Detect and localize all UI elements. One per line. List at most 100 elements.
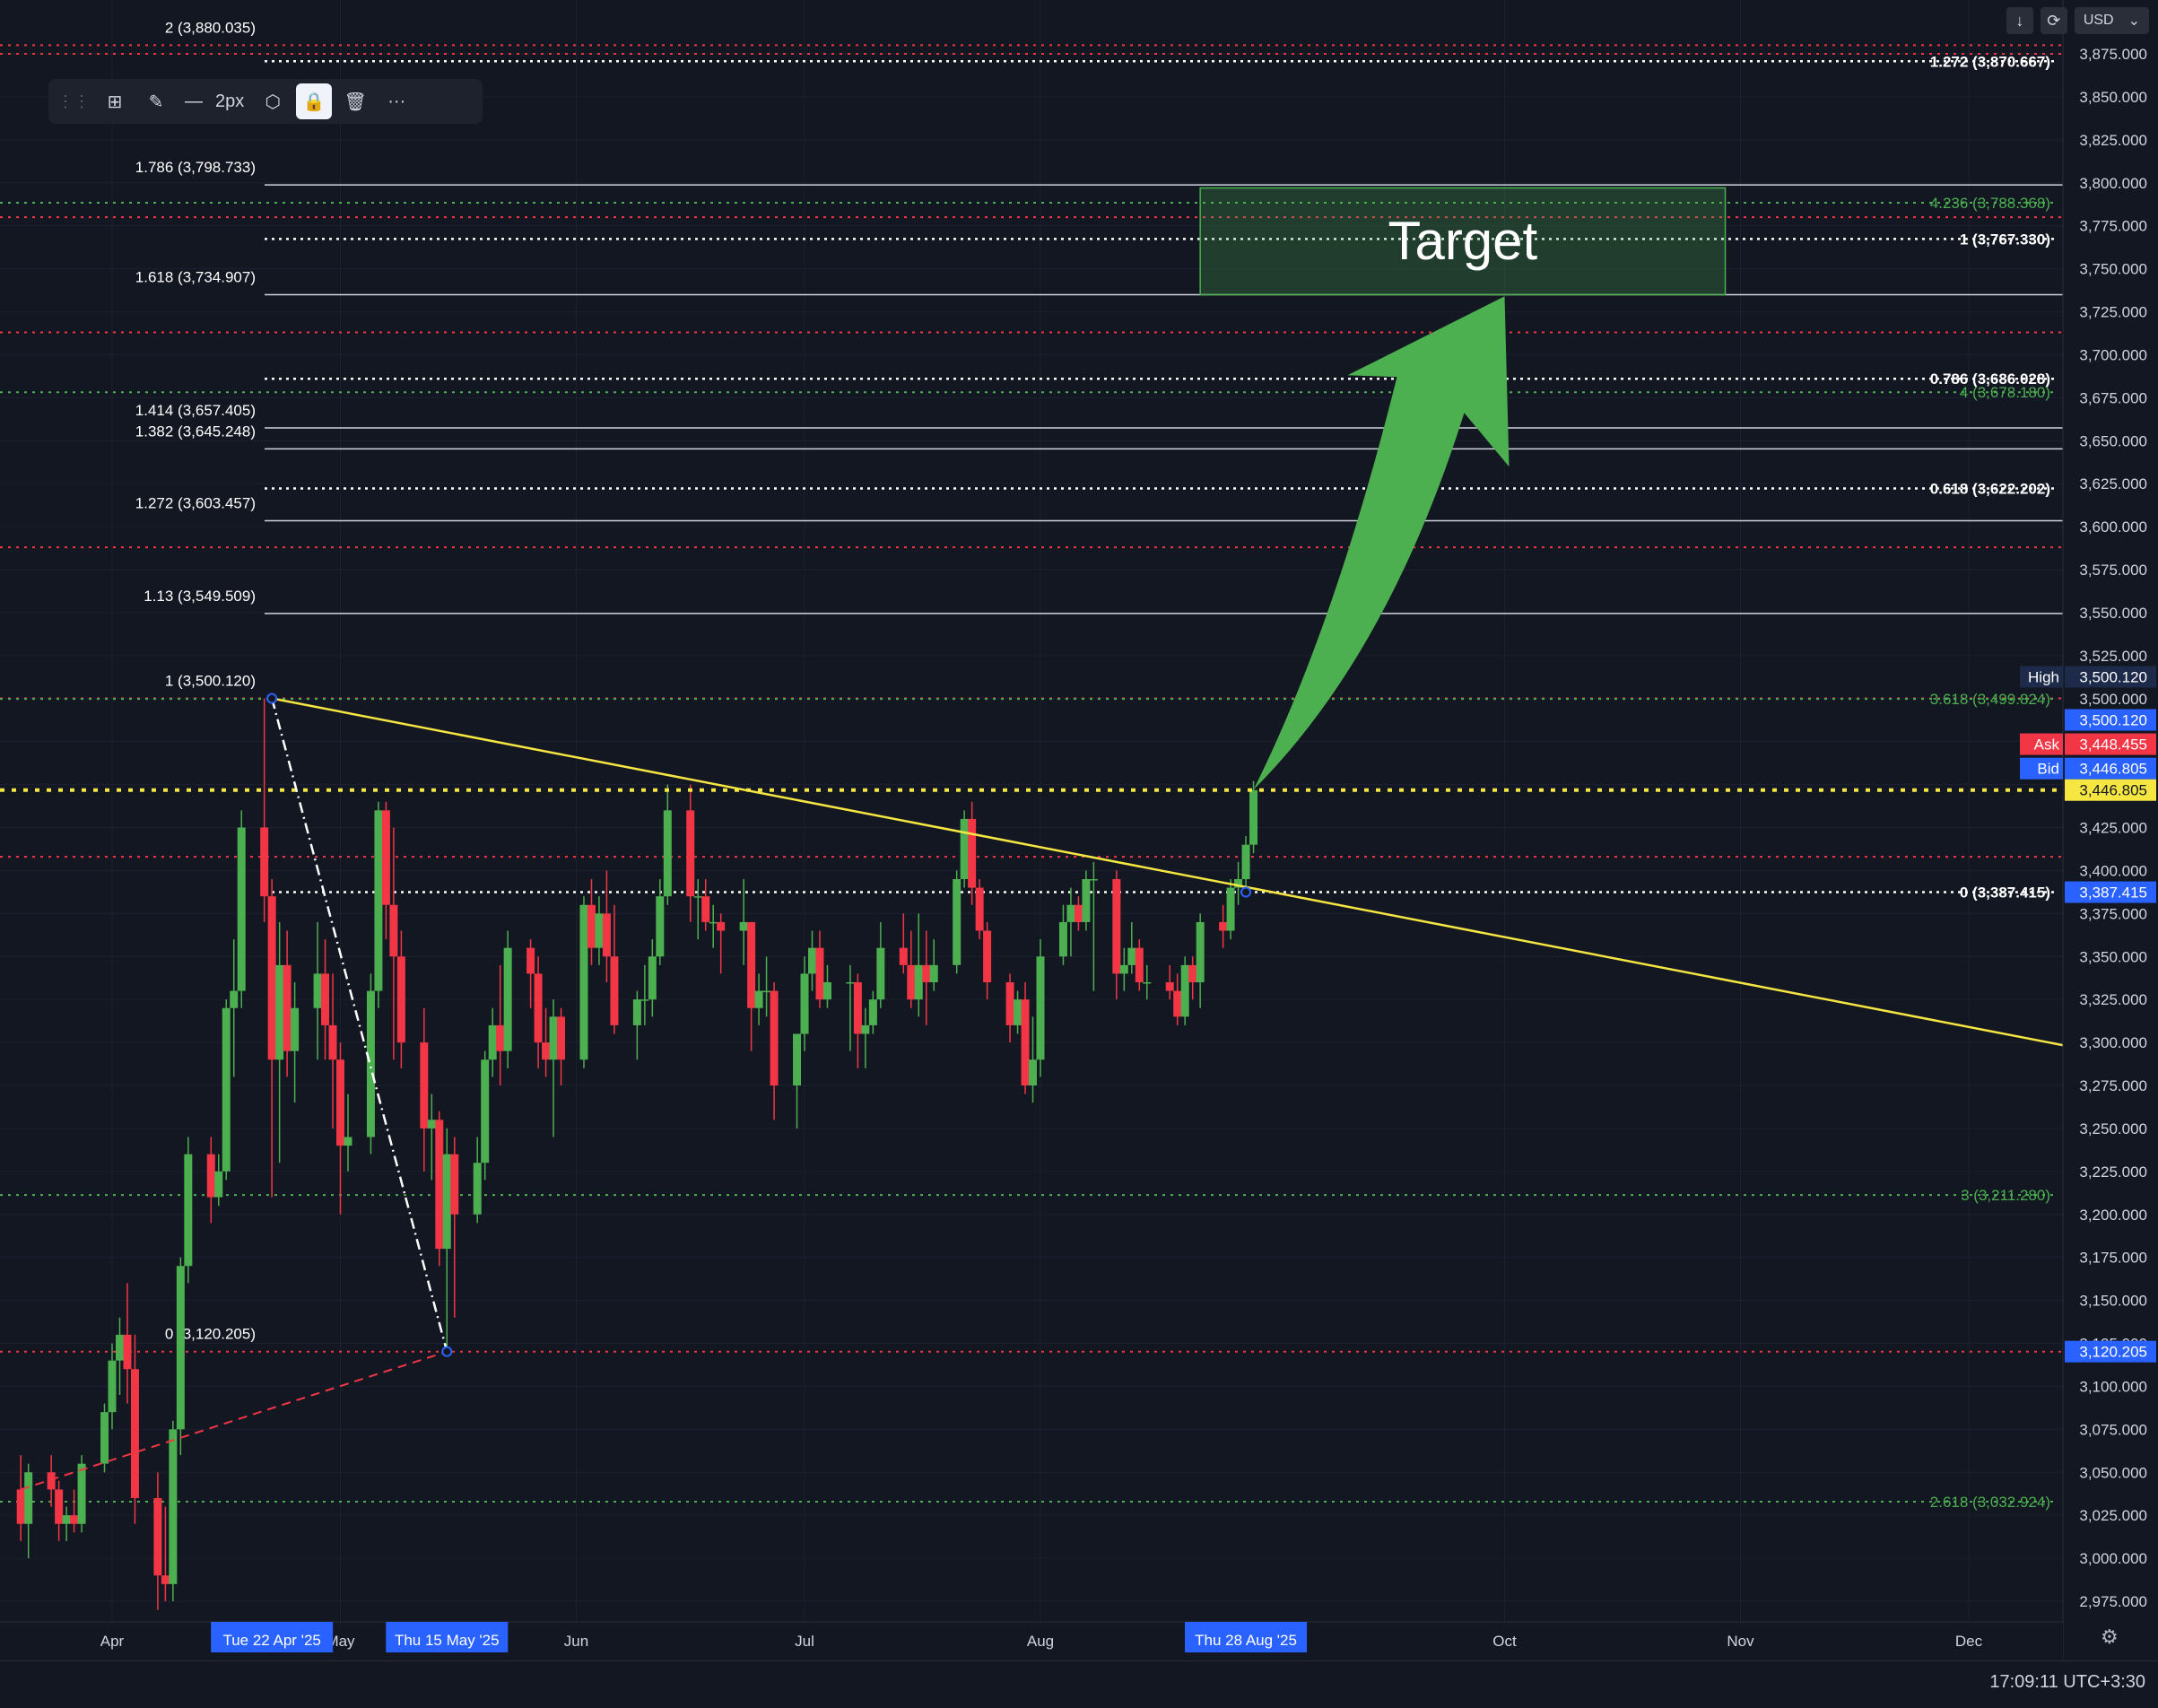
candle-up <box>488 1007 497 1077</box>
price-badge-tag <box>2020 733 2063 755</box>
candle-down <box>1188 956 1197 1000</box>
candle-body <box>260 827 269 897</box>
candle-body <box>115 1334 124 1361</box>
candle-body <box>526 947 535 974</box>
candle-up <box>876 921 885 1008</box>
candle-up <box>100 1403 109 1473</box>
price-tick-label: 3,200.000 <box>2079 1207 2147 1224</box>
candle-up <box>846 964 855 1051</box>
candle-body <box>656 896 665 957</box>
candle-up <box>230 939 239 1077</box>
candle-up <box>800 956 809 1051</box>
fib-green-label: 2.618 (3,032.924) <box>1930 1494 2050 1511</box>
candle-up <box>1082 870 1091 931</box>
price-tick-label: 3,400.000 <box>2079 862 2147 879</box>
candle-up <box>648 939 657 1017</box>
candle-body <box>153 1498 162 1576</box>
candle-body <box>975 887 984 931</box>
fib-green-label: 4 (3,678.180) <box>1960 384 2050 401</box>
price-tick-label: 3,050.000 <box>2079 1464 2147 1481</box>
candle-up <box>640 964 649 1025</box>
candle-body <box>747 921 756 1008</box>
compare-icon[interactable]: ⟳ <box>2040 7 2067 34</box>
candle-up <box>1249 780 1258 854</box>
candle-body <box>739 921 748 931</box>
download-icon[interactable]: ↓ <box>2006 7 2033 34</box>
settings-hex-icon[interactable]: ⬡ <box>255 83 291 119</box>
candle-down <box>396 930 405 1068</box>
candle-body <box>1241 844 1250 879</box>
candle-down <box>70 1489 79 1533</box>
candle-body <box>184 1154 193 1267</box>
candle-body <box>130 1369 139 1498</box>
pencil-icon[interactable]: ✎ <box>138 83 174 119</box>
more-icon[interactable]: ··· <box>379 83 414 119</box>
candle-body <box>1165 982 1174 991</box>
candle-up <box>807 930 816 991</box>
candle-body <box>473 1163 482 1215</box>
candle-down <box>602 870 611 982</box>
candle-body <box>1112 879 1121 974</box>
time-tick-label: Apr <box>100 1633 125 1650</box>
candle-up <box>632 990 641 1060</box>
candle-body <box>427 1120 436 1128</box>
candle-up <box>24 1463 33 1559</box>
template-icon[interactable]: ⊞ <box>97 83 133 119</box>
candle-body <box>108 1360 117 1413</box>
candle-down <box>1165 964 1174 1000</box>
candle-body <box>709 921 718 924</box>
candle-up <box>108 1343 117 1430</box>
candle-down <box>610 904 619 1034</box>
price-badge <box>2065 881 2156 903</box>
lock-icon[interactable]: 🔒 <box>296 83 333 119</box>
candle-down <box>328 973 337 1128</box>
target-arrow <box>1253 296 1510 790</box>
candle-down <box>968 801 977 905</box>
fib-left-label: 1.382 (3,645.248) <box>135 423 256 440</box>
chevron-down-icon: ⌄ <box>2128 13 2140 29</box>
candle-up <box>663 784 672 905</box>
trash-icon[interactable]: 🗑 <box>337 83 373 119</box>
price-badge <box>2065 709 2156 731</box>
candle-down <box>435 1111 444 1267</box>
currency-select[interactable]: USD ⌄ <box>2074 7 2149 34</box>
price-badge-label: High <box>2028 669 2059 686</box>
line-width-button[interactable]: — 2px <box>179 83 249 119</box>
candle-body <box>861 1024 870 1034</box>
candle-down <box>770 982 779 1120</box>
candle-down <box>975 879 984 940</box>
time-tick-label: May <box>326 1633 355 1650</box>
candle-body <box>701 896 710 922</box>
candle-up <box>169 1420 178 1601</box>
fib-right-label: 0.618 (3,622.202) <box>1930 481 2050 498</box>
time-tick-label: Jul <box>795 1633 814 1650</box>
time-tick-label: Aug <box>1027 1633 1054 1650</box>
candle-body <box>291 1007 300 1051</box>
gear-icon[interactable]: ⚙ <box>2101 1625 2119 1648</box>
price-badge <box>2065 666 2156 688</box>
candle-body <box>587 904 596 948</box>
currency-label: USD <box>2083 13 2114 28</box>
price-tick-label: 3,725.000 <box>2079 304 2147 321</box>
candle-down <box>701 879 710 931</box>
drag-handle-icon[interactable]: ⋮⋮ <box>57 92 90 110</box>
candle-down <box>1219 904 1228 948</box>
price-tick-label: 3,700.000 <box>2079 346 2147 363</box>
candle-up <box>754 973 763 1025</box>
candle-up <box>762 956 771 1017</box>
fib-left-label: 1 (3,500.120) <box>165 673 256 690</box>
candle-down <box>815 930 824 1008</box>
candle-body <box>1249 789 1258 845</box>
candle-body <box>610 956 619 1025</box>
candle-body <box>579 904 588 1060</box>
candle-body <box>100 1412 109 1464</box>
candle-body <box>55 1489 64 1524</box>
line-icon: — <box>185 91 203 111</box>
candle-body <box>381 810 390 905</box>
candle-body <box>70 1515 79 1524</box>
candle-up <box>579 896 588 1068</box>
candle-up <box>115 1317 124 1395</box>
candle-up <box>291 982 300 1103</box>
candle-body <box>542 1042 551 1060</box>
